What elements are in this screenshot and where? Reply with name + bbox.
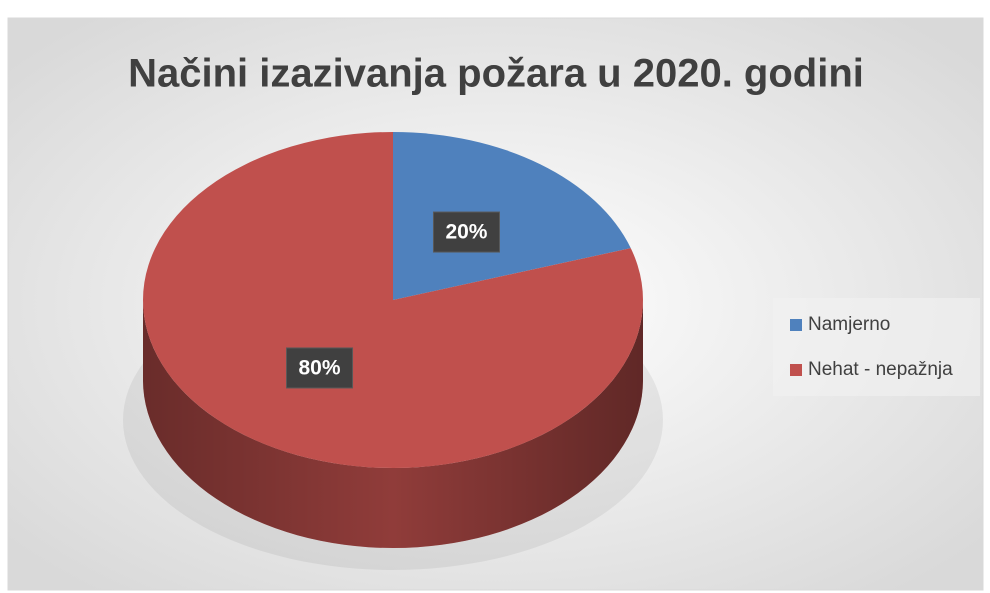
data-label-box	[286, 347, 354, 389]
legend-label: Nehat - nepažnja	[808, 359, 953, 380]
legend-box	[773, 298, 980, 396]
legend-swatch	[790, 364, 802, 376]
legend-swatch	[790, 319, 802, 331]
legend-label: Namjerno	[808, 314, 890, 335]
pie-slice	[143, 132, 643, 468]
data-label: 80%	[299, 357, 341, 380]
data-label-box	[432, 211, 500, 253]
data-label: 20%	[445, 221, 487, 244]
slice-side-shade	[143, 300, 643, 548]
chart-title: Načini izazivanja požara u 2020. godini	[128, 52, 864, 96]
pie-slice	[393, 132, 631, 300]
